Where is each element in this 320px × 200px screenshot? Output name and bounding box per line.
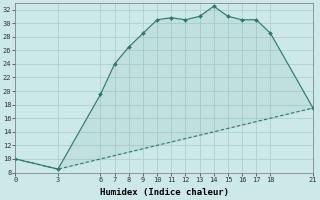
X-axis label: Humidex (Indice chaleur): Humidex (Indice chaleur) xyxy=(100,188,229,197)
